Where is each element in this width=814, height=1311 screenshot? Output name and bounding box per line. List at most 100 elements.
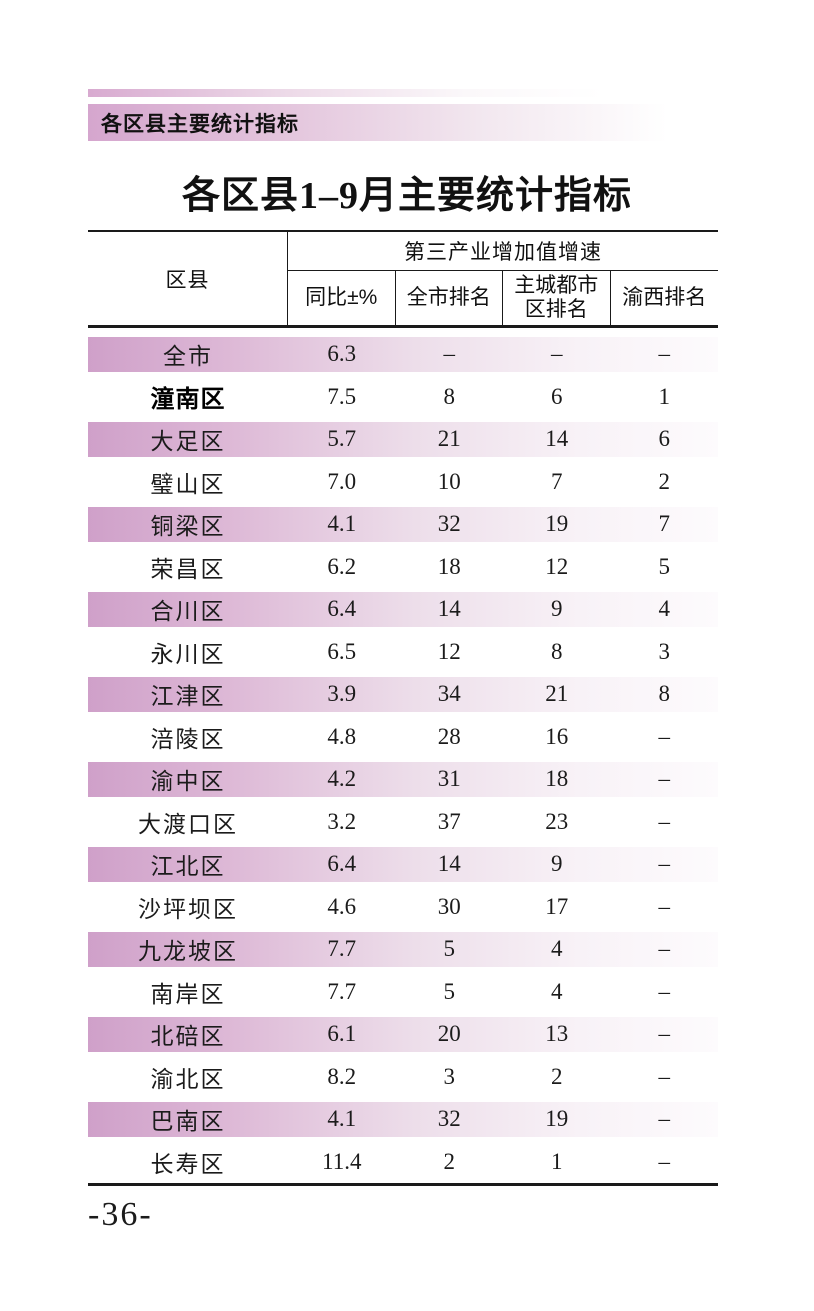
metro-rank-value: 1 <box>551 1148 563 1174</box>
yuxi-rank-value: – <box>658 978 671 1004</box>
district-name: 合川区 <box>150 599 226 625</box>
table-row: 沙坪坝区 4.6 30 17 – <box>88 885 718 928</box>
yoy-value: 4.1 <box>327 511 357 537</box>
district-name: 南岸区 <box>150 981 226 1007</box>
metro-rank-value: 4 <box>551 978 563 1004</box>
yuxi-rank-value: – <box>658 1106 671 1132</box>
yuxi-rank-value: – <box>658 723 671 749</box>
yoy-value: 7.7 <box>327 978 357 1004</box>
yoy-value: 11.4 <box>322 1148 362 1174</box>
city-rank-value: 32 <box>437 1106 461 1132</box>
metro-rank-value: 18 <box>545 766 569 792</box>
metro-rank-value: 9 <box>551 851 563 877</box>
city-rank-value: 12 <box>437 638 461 664</box>
metro-rank-value: 16 <box>545 723 569 749</box>
city-rank-value: 31 <box>437 766 461 792</box>
metro-rank-value: 21 <box>545 681 569 707</box>
col-header-district: 区县 <box>88 232 288 325</box>
city-rank-value: – <box>443 341 456 367</box>
city-rank-value: 37 <box>437 808 461 834</box>
metro-rank-value: 12 <box>545 553 569 579</box>
city-rank-value: 5 <box>443 936 456 962</box>
yoy-value: 6.4 <box>327 596 357 622</box>
metro-rank-value: 8 <box>551 638 563 664</box>
table-row: 合川区 6.4 14 9 4 <box>88 588 718 631</box>
section-header-bar: 各区县主要统计指标 <box>88 104 718 141</box>
yoy-value: 6.3 <box>327 341 357 367</box>
district-name: 沙坪坝区 <box>138 896 238 922</box>
table-body: 全市 6.3 – – – 潼南区 7.5 8 6 1 大足区 5.7 21 14… <box>88 328 718 1186</box>
metro-rank-value: 13 <box>545 1021 569 1047</box>
city-rank-value: 2 <box>443 1148 456 1174</box>
yuxi-rank-value: – <box>658 766 671 792</box>
page-title: 各区县1–9月主要统计指标 <box>181 175 632 217</box>
table-row: 全市 6.3 – – – <box>88 333 718 376</box>
yuxi-rank-value: 6 <box>658 426 671 452</box>
yoy-value: 7.7 <box>327 936 357 962</box>
metro-rank-value: 19 <box>545 1106 569 1132</box>
col-header-yuxi-rank: 渝西排名 <box>622 286 707 310</box>
district-name: 潼南区 <box>150 386 226 414</box>
section-header-label: 各区县主要统计指标 <box>101 112 299 136</box>
city-rank-value: 10 <box>437 468 461 494</box>
city-rank-value: 3 <box>443 1063 456 1089</box>
table-row: 铜梁区 4.1 32 19 7 <box>88 503 718 546</box>
yoy-value: 4.1 <box>327 1106 357 1132</box>
table-row: 九龙坡区 7.7 5 4 – <box>88 928 718 971</box>
metro-rank-value: 4 <box>551 936 563 962</box>
yoy-value: 3.2 <box>327 808 357 834</box>
yuxi-rank-value: – <box>658 851 671 877</box>
yuxi-rank-value: 5 <box>658 553 671 579</box>
city-rank-value: 28 <box>437 723 461 749</box>
table-row: 长寿区 11.4 2 1 – <box>88 1140 718 1183</box>
table-row: 永川区 6.5 12 8 3 <box>88 630 718 673</box>
col-header-group: 第三产业增加值增速 <box>288 232 718 271</box>
city-rank-value: 14 <box>437 596 461 622</box>
district-name: 荣昌区 <box>150 556 226 582</box>
district-name: 九龙坡区 <box>138 939 238 965</box>
yoy-value: 7.5 <box>327 383 357 409</box>
table-row: 大足区 5.7 21 14 6 <box>88 418 718 461</box>
yoy-value: 6.5 <box>327 638 357 664</box>
yuxi-rank-value: 4 <box>658 596 671 622</box>
city-rank-value: 14 <box>437 851 461 877</box>
yuxi-rank-value: – <box>658 893 671 919</box>
yuxi-rank-value: 2 <box>658 468 671 494</box>
metro-rank-value: 6 <box>551 383 563 409</box>
city-rank-value: 30 <box>437 893 461 919</box>
table-header: 区县 第三产业增加值增速 同比±% 全市排名 主城都市区排名 渝西排名 <box>88 230 718 328</box>
city-rank-value: 21 <box>437 426 461 452</box>
table-row: 江津区 3.9 34 21 8 <box>88 673 718 716</box>
table-row: 大渡口区 3.2 37 23 – <box>88 800 718 843</box>
district-name: 大渡口区 <box>138 811 238 837</box>
yuxi-rank-value: – <box>658 341 671 367</box>
table-row: 南岸区 7.7 5 4 – <box>88 970 718 1013</box>
table-row: 渝北区 8.2 3 2 – <box>88 1055 718 1098</box>
city-rank-value: 32 <box>437 511 461 537</box>
district-name: 涪陵区 <box>150 726 226 752</box>
col-header-city-rank: 全市排名 <box>396 271 503 325</box>
header-gradient-strip <box>88 89 718 97</box>
yoy-value: 4.8 <box>327 723 357 749</box>
yuxi-rank-value: 8 <box>658 681 671 707</box>
yoy-value: 6.4 <box>327 851 357 877</box>
table-row: 潼南区 7.5 8 6 1 <box>88 375 718 418</box>
yoy-value: 4.6 <box>327 893 357 919</box>
district-name: 全市 <box>163 344 213 370</box>
district-name: 北碚区 <box>150 1024 226 1050</box>
district-name: 江津区 <box>150 684 226 710</box>
district-name: 渝中区 <box>150 769 226 795</box>
table-row: 荣昌区 6.2 18 12 5 <box>88 545 718 588</box>
table-row: 江北区 6.4 14 9 – <box>88 843 718 886</box>
yuxi-rank-value: 3 <box>658 638 671 664</box>
city-rank-value: 20 <box>437 1021 461 1047</box>
yoy-value: 7.0 <box>327 468 357 494</box>
table-row: 渝中区 4.2 31 18 – <box>88 758 718 801</box>
table-row: 北碚区 6.1 20 13 – <box>88 1013 718 1056</box>
district-name: 璧山区 <box>150 471 226 497</box>
district-name: 渝北区 <box>150 1066 226 1092</box>
col-header-metro-rank-label: 主城都市区排名 <box>514 274 599 321</box>
yuxi-rank-value: 7 <box>658 511 671 537</box>
city-rank-value: 34 <box>437 681 461 707</box>
